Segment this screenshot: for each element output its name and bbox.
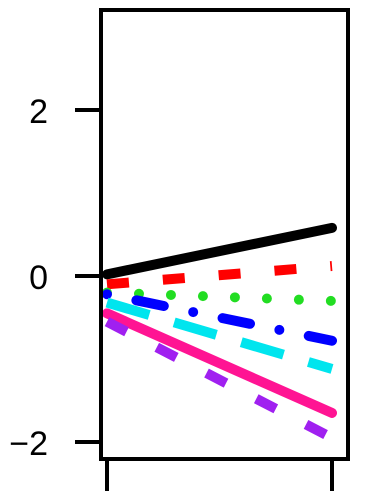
x-axis bbox=[105, 459, 334, 491]
series-line-6 bbox=[102, 308, 337, 418]
plot-frame bbox=[99, 8, 350, 461]
series-line-5 bbox=[105, 297, 334, 374]
series-line-4 bbox=[102, 289, 337, 346]
y-tick-label-2: 2 bbox=[29, 93, 48, 131]
series-line-1 bbox=[102, 222, 337, 280]
series-layer bbox=[102, 222, 337, 443]
y-tick-label-1: 0 bbox=[29, 259, 48, 297]
y-tick-label-0: −2 bbox=[9, 425, 48, 463]
series-line-2 bbox=[106, 261, 333, 290]
series-line-7 bbox=[104, 317, 335, 443]
y-axis: −2 0 2 bbox=[9, 93, 101, 463]
series-line-3 bbox=[102, 287, 337, 306]
